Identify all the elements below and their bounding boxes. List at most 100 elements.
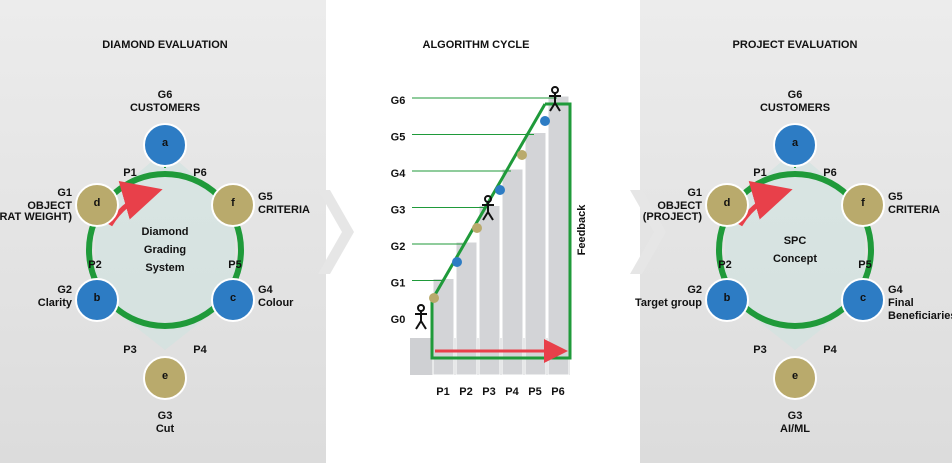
red-arrow xyxy=(737,181,793,227)
stick-figure xyxy=(549,86,561,112)
stick-figure xyxy=(482,195,494,221)
stair-column xyxy=(524,132,547,376)
phase-label: P3 xyxy=(753,344,766,356)
node-label: Target group xyxy=(635,297,702,309)
node-circle xyxy=(841,278,885,322)
progress-dot xyxy=(495,185,505,195)
level-label: G5 xyxy=(391,131,406,143)
node-letter: c xyxy=(860,292,866,304)
step-label: P4 xyxy=(505,386,519,398)
node-note: (PROJECT) xyxy=(643,211,703,223)
cycle-ring xyxy=(716,171,874,329)
node-code: G4 xyxy=(258,284,274,296)
node-code: G6 xyxy=(788,89,803,101)
phase-label: P6 xyxy=(823,167,836,179)
node-letter: e xyxy=(792,370,798,382)
node-label: CUSTOMERS xyxy=(760,102,830,114)
level-label: G3 xyxy=(391,204,406,216)
cycle-ring xyxy=(86,171,244,329)
red-arrow xyxy=(107,181,163,227)
node-circle xyxy=(705,183,749,227)
center-label: System xyxy=(145,262,184,274)
phase-label: P2 xyxy=(718,259,731,271)
node-letter: a xyxy=(162,137,169,149)
phase-label: P1 xyxy=(123,167,136,179)
node-label: Clarity xyxy=(38,297,73,309)
chevron xyxy=(318,190,354,274)
cycle-title: ALGORITHM CYCLE xyxy=(423,39,530,51)
node-code: G4 xyxy=(888,284,904,296)
node-label: OBJECT xyxy=(657,200,702,212)
node-circle xyxy=(143,356,187,400)
feedback-loop xyxy=(430,102,572,360)
stair-column xyxy=(547,95,570,376)
center-label: Concept xyxy=(773,253,817,265)
node-label: CRITERIA xyxy=(888,204,940,216)
step-label: P6 xyxy=(551,386,564,398)
node-label: CRITERIA xyxy=(258,204,310,216)
node-code: G3 xyxy=(788,410,803,422)
node-code: G3 xyxy=(158,410,173,422)
node-circle xyxy=(143,123,187,167)
node-letter: f xyxy=(861,197,865,209)
node-letter: d xyxy=(94,197,101,209)
chevron xyxy=(630,190,666,274)
node-circle xyxy=(75,278,119,322)
node-label: Colour xyxy=(258,297,294,309)
node-circle xyxy=(773,123,817,167)
phase-label: P4 xyxy=(193,344,207,356)
phase-label: P3 xyxy=(123,344,136,356)
feedback-label: Feedback xyxy=(576,204,588,256)
step-label: P1 xyxy=(436,386,449,398)
phase-label: P4 xyxy=(823,344,837,356)
node-label: Beneficiaries xyxy=(888,310,952,322)
node-label: OBJECT xyxy=(27,200,72,212)
panel-title: DIAMOND EVALUATION xyxy=(102,39,228,51)
level-label: G6 xyxy=(391,95,406,107)
progress-dot xyxy=(517,150,527,160)
stair-column xyxy=(501,168,524,376)
center-label: Grading xyxy=(144,244,186,256)
node-label: CUSTOMERS xyxy=(130,102,200,114)
node-code: G1 xyxy=(57,187,72,199)
node-code: G5 xyxy=(258,191,273,203)
step-label: P3 xyxy=(482,386,495,398)
node-code: G2 xyxy=(687,284,702,296)
node-letter: c xyxy=(230,292,236,304)
panel-title: PROJECT EVALUATION xyxy=(733,39,858,51)
node-circle xyxy=(705,278,749,322)
node-code: G2 xyxy=(57,284,72,296)
center-label: SPC xyxy=(784,235,807,247)
phase-label: P1 xyxy=(753,167,766,179)
node-letter: b xyxy=(724,292,731,304)
node-note: (CARAT WEIGHT) xyxy=(0,211,72,223)
node-label: Cut xyxy=(156,423,175,435)
node-letter: e xyxy=(162,370,168,382)
phase-label: P5 xyxy=(858,259,871,271)
node-code: G6 xyxy=(158,89,173,101)
node-circle xyxy=(211,183,255,227)
phase-label: P2 xyxy=(88,259,101,271)
step-label: P2 xyxy=(459,386,472,398)
node-letter: a xyxy=(792,137,799,149)
progress-dot xyxy=(540,116,550,126)
node-letter: f xyxy=(231,197,235,209)
level-label: G2 xyxy=(391,241,406,253)
node-letter: b xyxy=(94,292,101,304)
step-label: P5 xyxy=(528,386,541,398)
stick-figure xyxy=(415,304,427,330)
level-label: G1 xyxy=(391,277,406,289)
phase-label: P6 xyxy=(193,167,206,179)
progress-dot xyxy=(452,257,462,267)
level-label: G4 xyxy=(391,168,407,180)
node-label: Final xyxy=(888,297,914,309)
node-circle xyxy=(75,183,119,227)
node-label: AI/ML xyxy=(780,423,810,435)
level-label: G0 xyxy=(391,314,406,326)
center-label: Diamond xyxy=(141,226,188,238)
node-circle xyxy=(773,356,817,400)
node-circle xyxy=(211,278,255,322)
node-circle xyxy=(841,183,885,227)
progress-dot xyxy=(472,223,482,233)
